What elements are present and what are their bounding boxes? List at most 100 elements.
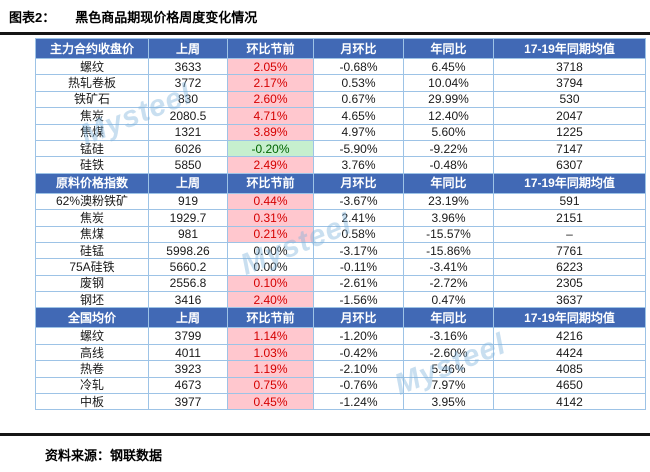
table-row: 冷轧 4673 0.75% -0.76% 7.97% 4650 bbox=[35, 376, 646, 395]
wow-change-cell: 1.03% bbox=[227, 343, 314, 362]
row-label: 螺纹 bbox=[35, 327, 149, 345]
table-row: 焦炭 2080.5 4.71% 4.65% 12.40% 2047 bbox=[35, 107, 646, 125]
wow-change-cell: 2.60% bbox=[227, 90, 314, 109]
value-cell: -15.86% bbox=[403, 241, 494, 260]
row-label: 热卷 bbox=[35, 360, 149, 378]
column-header: 月环比 bbox=[313, 307, 404, 329]
section-header: 主力合约收盘价 bbox=[35, 38, 149, 59]
value-cell: -0.68% bbox=[313, 57, 404, 76]
value-cell: 3.76% bbox=[313, 156, 404, 174]
value-cell: 3637 bbox=[493, 291, 646, 309]
figure-number: 图表2： bbox=[9, 10, 56, 25]
value-cell: 29.99% bbox=[403, 90, 494, 109]
row-label: 焦煤 bbox=[35, 225, 149, 243]
value-cell: 2047 bbox=[493, 107, 646, 125]
wow-change-cell: 0.31% bbox=[227, 209, 314, 227]
wow-change-cell: 1.19% bbox=[227, 360, 314, 378]
value-cell: -3.17% bbox=[313, 241, 404, 260]
section-header-row: 原料价格指数 上周 环比节前 月环比 年同比 17-19年同期均值 bbox=[35, 172, 646, 194]
row-label: 热轧卷板 bbox=[35, 74, 149, 92]
row-label: 铁矿石 bbox=[35, 90, 149, 109]
value-cell: 3416 bbox=[148, 291, 228, 309]
row-label: 焦炭 bbox=[35, 209, 149, 227]
column-header: 17-19年同期均值 bbox=[493, 172, 646, 194]
section-header: 全国均价 bbox=[35, 307, 149, 329]
table-row: 62%澳粉铁矿 919 0.44% -3.67% 23.19% 591 bbox=[35, 192, 646, 211]
row-label: 焦煤 bbox=[35, 123, 149, 141]
table-row: 钢坯 3416 2.40% -1.56% 0.47% 3637 bbox=[35, 291, 646, 309]
wow-change-cell: 0.10% bbox=[227, 274, 314, 293]
column-header: 上周 bbox=[148, 307, 228, 329]
wow-change-cell: 0.45% bbox=[227, 393, 314, 411]
value-cell: 4.97% bbox=[313, 123, 404, 141]
column-header: 17-19年同期均值 bbox=[493, 307, 646, 329]
wow-change-cell: 3.89% bbox=[227, 123, 314, 141]
table-row: 硅铁 5850 2.49% 3.76% -0.48% 6307 bbox=[35, 156, 646, 174]
table-row: 焦炭 1929.7 0.31% 2.41% 3.96% 2151 bbox=[35, 209, 646, 227]
table-row: 螺纹 3799 1.14% -1.20% -3.16% 4216 bbox=[35, 327, 646, 345]
column-header: 17-19年同期均值 bbox=[493, 38, 646, 59]
table-row: 螺纹 3633 2.05% -0.68% 6.45% 3718 bbox=[35, 57, 646, 76]
value-cell: 919 bbox=[148, 192, 228, 211]
value-cell: 5660.2 bbox=[148, 258, 228, 276]
table-row: 铁矿石 830 2.60% 0.67% 29.99% 530 bbox=[35, 90, 646, 109]
row-label: 钢坯 bbox=[35, 291, 149, 309]
value-cell: 1225 bbox=[493, 123, 646, 141]
value-cell: 2.41% bbox=[313, 209, 404, 227]
value-cell: -3.41% bbox=[403, 258, 494, 276]
column-header: 月环比 bbox=[313, 38, 404, 59]
value-cell: 1321 bbox=[148, 123, 228, 141]
table-row: 热轧卷板 3772 2.17% 0.53% 10.04% 3794 bbox=[35, 74, 646, 92]
value-cell: -9.22% bbox=[403, 139, 494, 158]
value-cell: 6223 bbox=[493, 258, 646, 276]
wow-change-cell: 0.21% bbox=[227, 225, 314, 243]
value-cell: 3633 bbox=[148, 57, 228, 76]
value-cell: -15.57% bbox=[403, 225, 494, 243]
price-change-table: 主力合约收盘价 上周 环比节前 月环比 年同比 17-19年同期均值 螺纹 3633 2.05%… bbox=[35, 38, 646, 411]
figure-title: 图表2： 黑色商品期现价格周度变化情况 bbox=[9, 7, 257, 26]
column-header: 环比节前 bbox=[227, 38, 314, 59]
value-cell: -5.90% bbox=[313, 139, 404, 158]
table-row: 中板 3977 0.45% -1.24% 3.95% 4142 bbox=[35, 393, 646, 411]
value-cell: 0.58% bbox=[313, 225, 404, 243]
value-cell: 7761 bbox=[493, 241, 646, 260]
value-cell: -0.11% bbox=[313, 258, 404, 276]
value-cell: 830 bbox=[148, 90, 228, 109]
row-label: 焦炭 bbox=[35, 107, 149, 125]
value-cell: -3.16% bbox=[403, 327, 494, 345]
value-cell: 3977 bbox=[148, 393, 228, 411]
row-label: 冷轧 bbox=[35, 376, 149, 395]
value-cell: -2.60% bbox=[403, 343, 494, 362]
value-cell: 3.96% bbox=[403, 209, 494, 227]
wow-change-cell: 4.71% bbox=[227, 107, 314, 125]
row-label: 62%澳粉铁矿 bbox=[35, 192, 149, 211]
value-cell: -2.10% bbox=[313, 360, 404, 378]
wow-change-cell: 0.75% bbox=[227, 376, 314, 395]
value-cell: 3799 bbox=[148, 327, 228, 345]
row-label: 中板 bbox=[35, 393, 149, 411]
wow-change-cell: 1.14% bbox=[227, 327, 314, 345]
column-header: 上周 bbox=[148, 38, 228, 59]
value-cell: -0.48% bbox=[403, 156, 494, 174]
value-cell: 3923 bbox=[148, 360, 228, 378]
value-cell: 4.65% bbox=[313, 107, 404, 125]
column-header: 年同比 bbox=[403, 172, 494, 194]
section-header: 原料价格指数 bbox=[35, 172, 149, 194]
row-label: 硅锰 bbox=[35, 241, 149, 260]
value-cell: 6.45% bbox=[403, 57, 494, 76]
column-header: 年同比 bbox=[403, 307, 494, 329]
table-row: 硅锰 5998.26 0.00% -3.17% -15.86% 7761 bbox=[35, 241, 646, 260]
value-cell: -3.67% bbox=[313, 192, 404, 211]
source-note: 资料来源：钢联数据 bbox=[45, 448, 163, 463]
value-cell: 530 bbox=[493, 90, 646, 109]
row-label: 高线 bbox=[35, 343, 149, 362]
value-cell: -1.56% bbox=[313, 291, 404, 309]
value-cell: -0.76% bbox=[313, 376, 404, 395]
value-cell: 591 bbox=[493, 192, 646, 211]
wow-change-cell: 2.40% bbox=[227, 291, 314, 309]
column-header: 上周 bbox=[148, 172, 228, 194]
table-row: 焦煤 1321 3.89% 4.97% 5.60% 1225 bbox=[35, 123, 646, 141]
value-cell: 0.67% bbox=[313, 90, 404, 109]
wow-change-cell: 2.49% bbox=[227, 156, 314, 174]
section-header-row: 全国均价 上周 环比节前 月环比 年同比 17-19年同期均值 bbox=[35, 307, 646, 329]
